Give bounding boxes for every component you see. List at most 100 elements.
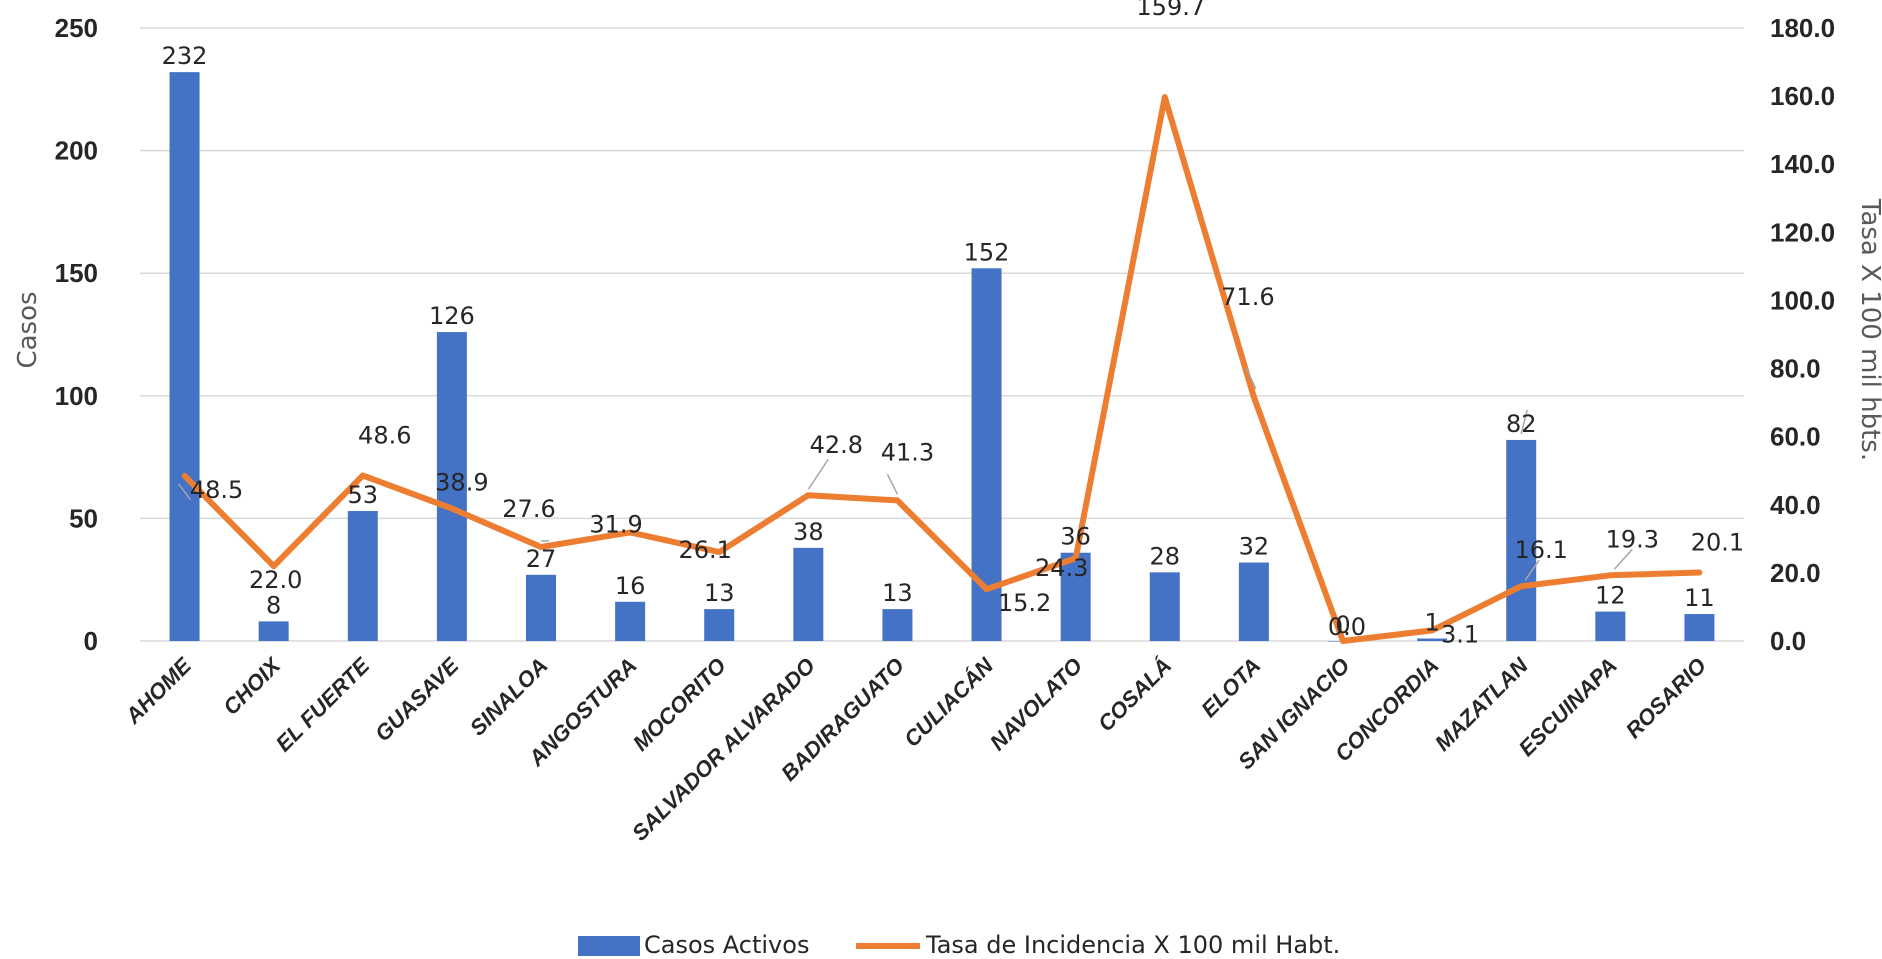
category-label: SINALOA	[465, 653, 553, 741]
category-label: EL FUERTE	[271, 652, 375, 756]
leader-line	[1613, 548, 1633, 570]
leader-line	[1520, 409, 1528, 435]
y-tick-label: 150	[55, 258, 98, 288]
line-data-label: 3.1	[1441, 620, 1479, 648]
y-axis-title: Casos	[13, 291, 43, 368]
bar-data-label: 152	[964, 238, 1010, 266]
bar	[1684, 614, 1715, 641]
y2-tick-label: 100.0	[1770, 285, 1835, 315]
bar	[1595, 611, 1626, 641]
bar	[526, 574, 556, 641]
line-path	[181, 94, 1703, 644]
category-label: CULIACÁN	[899, 652, 999, 752]
line-data-label: 22.0	[249, 566, 302, 594]
bar	[347, 511, 378, 641]
bar-data-label: 28	[1150, 542, 1181, 570]
bar-data-label: 36	[1060, 523, 1091, 551]
bar	[793, 547, 824, 641]
legend-label-bar: Casos Activos	[644, 931, 809, 959]
y2-tick-label: 160.0	[1770, 81, 1835, 111]
bar-data-label: 13	[882, 579, 913, 607]
y-tick-label: 250	[55, 13, 98, 43]
bar-data-label: 1	[1424, 609, 1439, 637]
bar-data-label: 0	[1335, 611, 1350, 639]
bar	[1506, 439, 1537, 641]
leader-line	[177, 483, 192, 501]
category-label: GUASAVE	[370, 652, 464, 746]
line-data-label: 48.6	[358, 421, 411, 449]
gridlines	[140, 27, 1744, 642]
line-data-label: 19.3	[1606, 525, 1659, 553]
bar-data-label: 126	[429, 302, 475, 330]
y2-axis-ticks: 0.0 20.0 40.0 60.0 80.0 100.0 120.0 140.0 160.0 1…	[1770, 13, 1835, 656]
y-tick-label: 50	[69, 503, 98, 533]
bar-data-label: 16	[615, 572, 646, 600]
bar-data-label: 232	[162, 42, 208, 70]
legend-label-line: Tasa de Incidencia X 100 mil Habt.	[925, 931, 1340, 959]
bar-data-label: 38	[793, 518, 824, 546]
y2-tick-label: 120.0	[1770, 217, 1835, 247]
leader-line	[1245, 366, 1257, 390]
leader-line	[1524, 559, 1540, 581]
bar	[615, 601, 646, 641]
data-labels: 232 8 53 126 27 16 13 38 13 152 36 28 32 0 1 82 12 11 48.5…	[162, 0, 1745, 648]
category-label: ROSARIO	[1621, 653, 1711, 743]
y-tick-label: 200	[55, 136, 98, 166]
legend: Casos Activos Tasa de Incidencia X 100 m…	[578, 931, 1340, 959]
y-tick-label: 100	[55, 381, 98, 411]
line-data-label: 42.8	[810, 431, 863, 459]
legend-swatch-bar	[578, 936, 640, 956]
line-data-label: 16.1	[1515, 536, 1568, 564]
line-data-label: 20.1	[1691, 529, 1744, 557]
bar-data-label: 82	[1506, 410, 1537, 438]
y2-tick-label: 60.0	[1770, 422, 1821, 452]
line-series	[181, 94, 1703, 644]
y2-tick-label: 0.0	[1770, 626, 1806, 656]
line-data-label: 31.9	[589, 510, 642, 538]
bar	[1238, 562, 1269, 641]
y2-tick-label: 40.0	[1770, 490, 1821, 520]
y2-tick-label: 20.0	[1770, 558, 1821, 588]
bar	[1060, 552, 1091, 641]
line-data-label: 48.5	[190, 476, 243, 504]
line-data-label: 0.0	[1328, 613, 1366, 641]
bar-data-label: 32	[1239, 533, 1270, 561]
bar	[258, 621, 289, 641]
category-label: AHOME	[120, 652, 197, 729]
line-data-label: 159.7	[1136, 0, 1205, 21]
bar-data-label: 27	[526, 545, 557, 573]
line-data-label: 26.1	[679, 536, 732, 564]
category-label: COSALÁ	[1093, 653, 1176, 736]
bar	[1149, 572, 1180, 641]
bar	[704, 609, 735, 641]
y-axis-ticks: 0 50 100 150 200 250	[55, 13, 98, 656]
category-label: ELOTA	[1196, 653, 1265, 722]
y2-tick-label: 80.0	[1770, 354, 1821, 384]
bar	[1417, 638, 1448, 641]
line-data-label: 15.2	[998, 589, 1051, 617]
y2-axis-title: Tasa X 100 mil hbts.	[1855, 198, 1882, 461]
leader-lines	[177, 366, 1633, 581]
line-data-label: 71.6	[1221, 283, 1274, 311]
bar-data-label: 8	[266, 591, 281, 619]
line-data-label: 24.3	[1035, 554, 1088, 582]
leader-line	[886, 474, 899, 495]
category-label: NAVOLATO	[985, 653, 1087, 755]
line-data-label: 41.3	[881, 438, 934, 466]
y-tick-label: 0	[84, 626, 98, 656]
bar-data-label: 13	[704, 579, 735, 607]
bar	[436, 332, 467, 641]
bar-data-label: 12	[1595, 582, 1626, 610]
bar	[169, 72, 200, 642]
bar-data-label: 53	[348, 481, 379, 509]
category-label: CHOIX	[218, 652, 286, 720]
y2-tick-label: 140.0	[1770, 149, 1835, 179]
line-data-label: 27.6	[502, 495, 555, 523]
line-data-label: 38.9	[435, 469, 488, 497]
bar-data-label: 11	[1684, 584, 1715, 612]
y2-tick-label: 180.0	[1770, 13, 1835, 43]
bar	[882, 609, 913, 641]
